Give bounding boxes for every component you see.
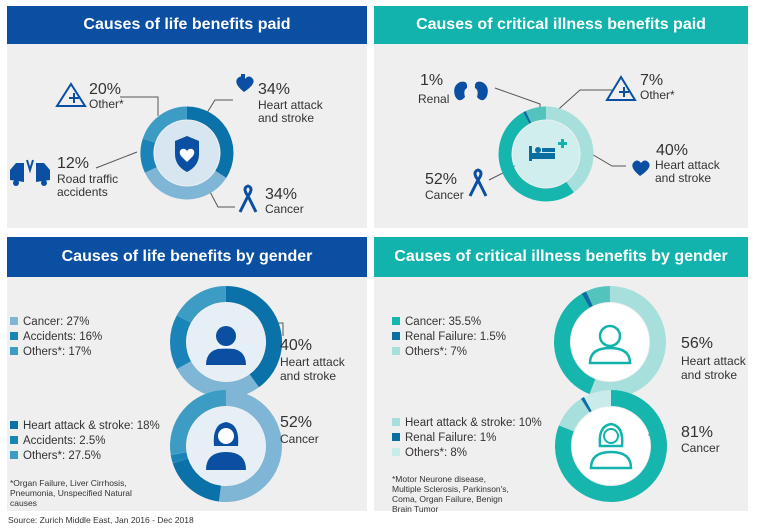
life-male-label-2: and stroke [280,369,337,383]
ci-female-donut-slice-0 [555,390,667,502]
life-female-legend: Heart attack & stroke: 18% Accidents: 2.… [10,419,160,464]
legend-item: Others*: 7% [392,345,506,360]
ci-donut-slice-3 [525,106,547,123]
ci-female-donut-slice-3 [584,390,612,412]
life-other-label: Other* [89,97,124,111]
ci-male-label-1: Heart attack [681,354,746,368]
life-female-pct: 52% [280,414,313,431]
ci-female-legend: Heart attack & stroke: 10% Renal Failure… [392,416,542,461]
warning-icon-ci [605,75,637,101]
heart-icon [236,74,254,92]
life-male-label-1: Heart attack [280,355,345,369]
ci-heart-label-2: and stroke [655,171,712,185]
warning-icon [55,82,87,107]
ci-male-donut-slice-1 [554,293,596,395]
life-road-pct: 12% [57,155,90,172]
life-male-pct: 40% [280,337,313,354]
ci-renal-label: Renal [418,92,450,106]
male-avatar-icon [206,326,246,365]
ribbon-icon [238,184,258,213]
legend-item: Others*: 17% [10,345,102,360]
life-donut-slice-3 [142,106,188,143]
legend-item: Heart attack & stroke: 10% [392,416,542,431]
leader-lines-life [95,96,235,208]
life-female-donut-slice-2 [170,452,189,464]
ci-cancer-label: Cancer [425,188,464,202]
legend-item: Cancer: 27% [10,315,102,330]
life-male-donut-slice-1 [176,360,259,398]
ci-female-donut-slice-2 [580,396,592,413]
life-male-donut-slice-0 [225,286,282,388]
life-donut-slice-1 [144,167,227,200]
ci-male-donut-center [571,303,649,381]
source-note: Source: Zurich Middle East, Jan 2016 - D… [8,515,194,525]
ci-heart-label-1: Heart attack [655,158,720,172]
ci-other-label: Other* [640,88,675,102]
ci-donut-slice-0 [545,106,594,193]
legend-item: Accidents: 16% [10,330,102,345]
life-female-donut-slice-1 [172,458,222,502]
legend-item: Others*: 8% [392,446,542,461]
ci-male-pct: 56% [681,335,714,352]
life-female-label: Cancer [280,432,319,446]
legend-item: Accidents: 2.5% [10,434,160,449]
legend-item: Cancer: 35.5% [392,315,506,330]
life-heart-label-1: Heart attack [258,98,323,112]
life-benefits-title: Causes of life benefits paid [7,6,367,44]
ci-male-label-2: and stroke [681,368,738,382]
ci-male-donut-slice-2 [581,291,594,308]
male-avatar-icon-ci [588,324,632,365]
legend-item: Heart attack & stroke: 18% [10,419,160,434]
life-male-donut-slice-2 [170,315,192,369]
female-avatar-icon-ci [589,422,633,470]
ci-male-donut-slice-0 [589,286,666,398]
ci-cancer-pct: 52% [425,171,458,188]
ci-male-legend: Cancer: 35.5% Renal Failure: 1.5% Others… [392,315,506,360]
kidney-icon [454,81,488,101]
ci-benefits-title: Causes of critical illness benefits paid [374,6,748,44]
life-cancer-label: Cancer [265,202,304,216]
shield-heart-icon [175,136,199,172]
life-heart-label-2: and stroke [258,111,315,125]
life-other-pct: 20% [89,81,122,98]
life-donut-slice-0 [186,106,234,178]
life-road-label-2: accidents [57,185,108,199]
ci-female-donut-slice-1 [558,398,590,432]
ci-male-donut-slice-3 [586,286,611,306]
ci-female-pct: 81% [681,424,714,441]
ci-other-pct: 7% [640,72,664,89]
life-cancer-pct: 34% [265,186,298,203]
heart-icon-ci [632,160,650,176]
legend-item: Others*: 27.5% [10,449,160,464]
ribbon-icon-ci [468,168,488,197]
ci-footnote: *Motor Neurone disease, Multiple Scleros… [392,474,509,514]
life-donut-slice-2 [140,138,157,173]
legend-item: Renal Failure: 1.5% [392,330,506,345]
ci-heart-pct: 40% [656,142,689,159]
ci-renal-pct: 1% [420,72,444,89]
life-road-label-1: Road traffic [57,172,119,186]
legend-item: Renal Failure: 1% [392,431,542,446]
female-avatar-icon [206,422,246,470]
life-female-donut-slice-3 [170,390,227,455]
ci-gender-title: Causes of critical illness benefits by g… [374,237,748,277]
car-crash-icon [10,159,50,186]
ci-donut-slice-1 [498,112,574,202]
life-footnote: *Organ Failure, Liver Cirrhosis, Pneumon… [10,478,132,508]
life-male-legend: Cancer: 27% Accidents: 16% Others*: 17% [10,315,102,360]
ci-donut-slice-2 [523,111,532,124]
life-heart-pct: 34% [258,81,291,98]
life-gender-title: Causes of life benefits by gender [7,237,367,277]
life-female-donut-slice-0 [219,390,282,502]
life-male-donut-slice-3 [176,286,227,324]
ci-female-label: Cancer [681,441,720,455]
hospital-bed-icon [529,139,567,161]
